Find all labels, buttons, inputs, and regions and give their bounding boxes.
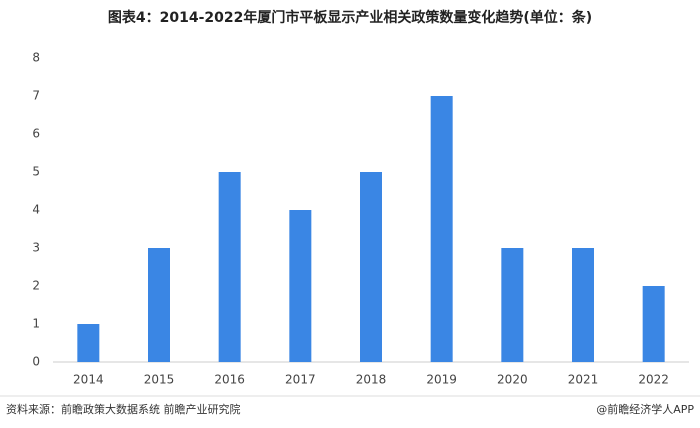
y-tick-label: 6 (32, 127, 40, 141)
x-tick-label: 2016 (214, 373, 245, 387)
bar (642, 286, 665, 362)
source: 资料来源：前瞻政策大数据系统 前瞻产业研究院 (6, 402, 241, 416)
y-tick-label: 0 (32, 355, 40, 369)
bar (289, 210, 312, 362)
y-tick-label: 3 (32, 241, 40, 255)
x-tick-label: 2015 (144, 373, 175, 387)
x-tick-label: 2022 (638, 373, 669, 387)
y-tick-label: 1 (32, 317, 40, 331)
x-tick-label: 2021 (568, 373, 599, 387)
bar (501, 248, 524, 362)
bar (360, 172, 382, 362)
chart-title: 图表4：2014-2022年厦门市平板显示产业相关政策数量变化趋势(单位：条) (108, 9, 592, 26)
x-tick-label: 2014 (73, 373, 104, 387)
y-tick-label: 4 (32, 203, 40, 217)
x-tick-label: 2018 (356, 373, 387, 387)
bar (572, 248, 594, 362)
y-tick-label: 8 (32, 51, 40, 65)
x-tick-label: 2017 (285, 373, 316, 387)
bar (77, 324, 100, 362)
bar (218, 172, 241, 362)
bar (430, 96, 453, 362)
bar (148, 248, 170, 362)
y-tick-label: 2 (32, 279, 40, 293)
x-tick-label: 2019 (426, 373, 457, 387)
x-tick-label: 2020 (497, 373, 528, 387)
credit: @前瞻经济学人APP (596, 402, 694, 416)
y-tick-label: 5 (32, 165, 40, 179)
y-tick-label: 7 (32, 89, 40, 103)
